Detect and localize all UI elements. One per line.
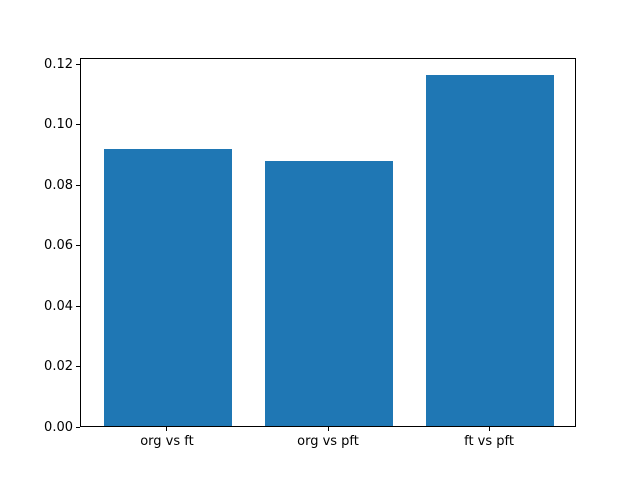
x-tick-label: ft vs pft [464,434,514,449]
y-tick-label: 0.10 [44,117,73,133]
x-tick-label: org vs ft [140,434,194,449]
y-tick-label: 0.12 [44,56,73,72]
x-tick-label: org vs pft [297,434,359,449]
y-tick-label: 0.06 [44,238,73,254]
plot-area [80,58,576,427]
y-tick-label: 0.08 [44,177,73,193]
bar-org-vs-ft [103,149,233,426]
bar-ft-vs-pft [425,75,555,426]
x-tick-mark [166,427,168,431]
bar-org-vs-pft [264,160,394,426]
y-tick-label: 0.04 [44,298,73,314]
x-tick-mark [488,427,490,431]
y-tick-label: 0.02 [44,359,73,374]
y-tick-mark [76,124,80,126]
y-tick-mark [76,426,80,428]
y-tick-mark [76,63,80,65]
y-tick-label: 0.00 [44,419,73,435]
x-tick-mark [327,427,329,431]
y-tick-mark [76,305,80,307]
y-tick-mark [76,245,80,247]
y-tick-mark [76,366,80,367]
y-tick-mark [76,184,80,186]
